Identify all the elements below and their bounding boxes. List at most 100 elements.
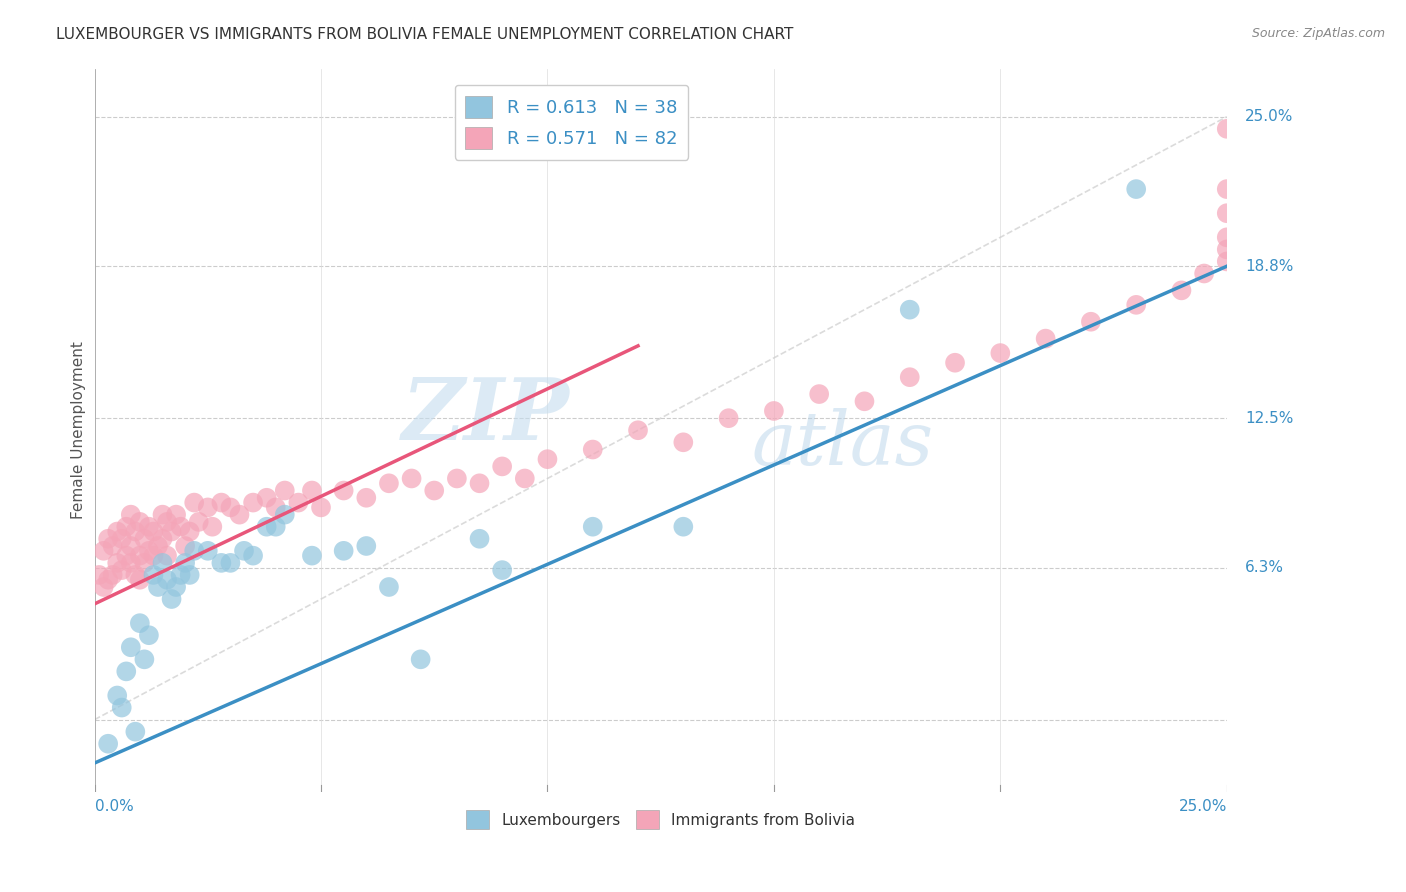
Point (128, 549, 150, 563)
Point (142, 549, 165, 563)
Point (179, 524, 201, 539)
Point (134, 556, 156, 570)
Point (468, 476, 491, 491)
Point (160, 524, 183, 539)
Point (228, 508, 250, 522)
Point (152, 508, 174, 522)
Point (174, 539, 197, 553)
Point (169, 519, 191, 533)
Point (134, 532, 156, 546)
Legend: Luxembourgers, Immigrants from Bolivia: Luxembourgers, Immigrants from Bolivia (460, 804, 862, 835)
Text: 25.0%: 25.0% (1244, 109, 1294, 124)
Point (187, 515, 209, 529)
Point (1125, 298, 1147, 312)
Point (1216, 206, 1239, 220)
Point (138, 628, 160, 642)
Point (138, 519, 160, 533)
Point (898, 370, 921, 384)
Point (287, 495, 309, 509)
Point (1192, 267, 1215, 281)
Point (105, 556, 128, 570)
Text: ZIP: ZIP (402, 374, 569, 458)
Point (672, 435, 695, 450)
Point (201, 519, 224, 533)
Point (197, 500, 219, 515)
Point (808, 387, 831, 401)
Point (111, 563, 134, 577)
Text: 12.5%: 12.5% (1244, 410, 1294, 425)
Point (101, 539, 124, 553)
Point (717, 411, 740, 425)
Point (1080, 315, 1102, 329)
Point (120, 539, 142, 553)
Point (582, 442, 605, 457)
Point (301, 483, 323, 498)
Point (209, 556, 232, 570)
Point (491, 459, 513, 474)
Point (219, 500, 242, 515)
Point (762, 404, 785, 418)
Point (120, 556, 142, 570)
Point (332, 483, 354, 498)
Point (332, 544, 354, 558)
Point (446, 471, 468, 485)
Point (409, 652, 432, 666)
Point (183, 495, 205, 509)
Point (152, 556, 174, 570)
Point (378, 476, 401, 491)
Point (142, 524, 165, 539)
Point (120, 640, 142, 655)
Point (1216, 254, 1239, 268)
Point (242, 495, 264, 509)
Point (156, 549, 179, 563)
Point (120, 508, 142, 522)
Point (242, 549, 264, 563)
Y-axis label: Female Unemployment: Female Unemployment (72, 342, 86, 519)
Point (256, 491, 278, 505)
Point (156, 573, 179, 587)
Point (1035, 332, 1057, 346)
Point (146, 580, 169, 594)
Point (309, 500, 332, 515)
Point (264, 519, 287, 533)
Point (146, 539, 169, 553)
Point (898, 302, 921, 317)
Text: 0.0%: 0.0% (94, 799, 134, 814)
Point (111, 700, 134, 714)
Point (97, 737, 120, 751)
Point (264, 500, 287, 515)
Point (1216, 243, 1239, 257)
Point (356, 491, 378, 505)
Point (356, 539, 378, 553)
Text: 6.3%: 6.3% (1244, 560, 1284, 575)
Point (183, 544, 205, 558)
Point (301, 549, 323, 563)
Point (988, 346, 1011, 360)
Text: LUXEMBOURGER VS IMMIGRANTS FROM BOLIVIA FEMALE UNEMPLOYMENT CORRELATION CHART: LUXEMBOURGER VS IMMIGRANTS FROM BOLIVIA … (56, 27, 793, 42)
Point (1216, 230, 1239, 244)
Point (468, 532, 491, 546)
Point (174, 556, 197, 570)
Text: 25.0%: 25.0% (1178, 799, 1227, 814)
Point (274, 508, 297, 522)
Point (627, 423, 650, 437)
Point (401, 471, 423, 485)
Point (111, 532, 134, 546)
Point (97, 532, 120, 546)
Point (128, 616, 150, 631)
Point (209, 495, 232, 509)
Point (378, 580, 401, 594)
Point (853, 394, 876, 409)
Point (1216, 121, 1239, 136)
Point (169, 568, 191, 582)
Point (233, 544, 256, 558)
Point (274, 483, 297, 498)
Point (115, 665, 138, 679)
Point (105, 689, 128, 703)
Point (138, 544, 160, 558)
Point (536, 452, 558, 467)
Point (423, 483, 446, 498)
Point (97, 573, 120, 587)
Text: atlas: atlas (751, 409, 934, 481)
Point (128, 515, 150, 529)
